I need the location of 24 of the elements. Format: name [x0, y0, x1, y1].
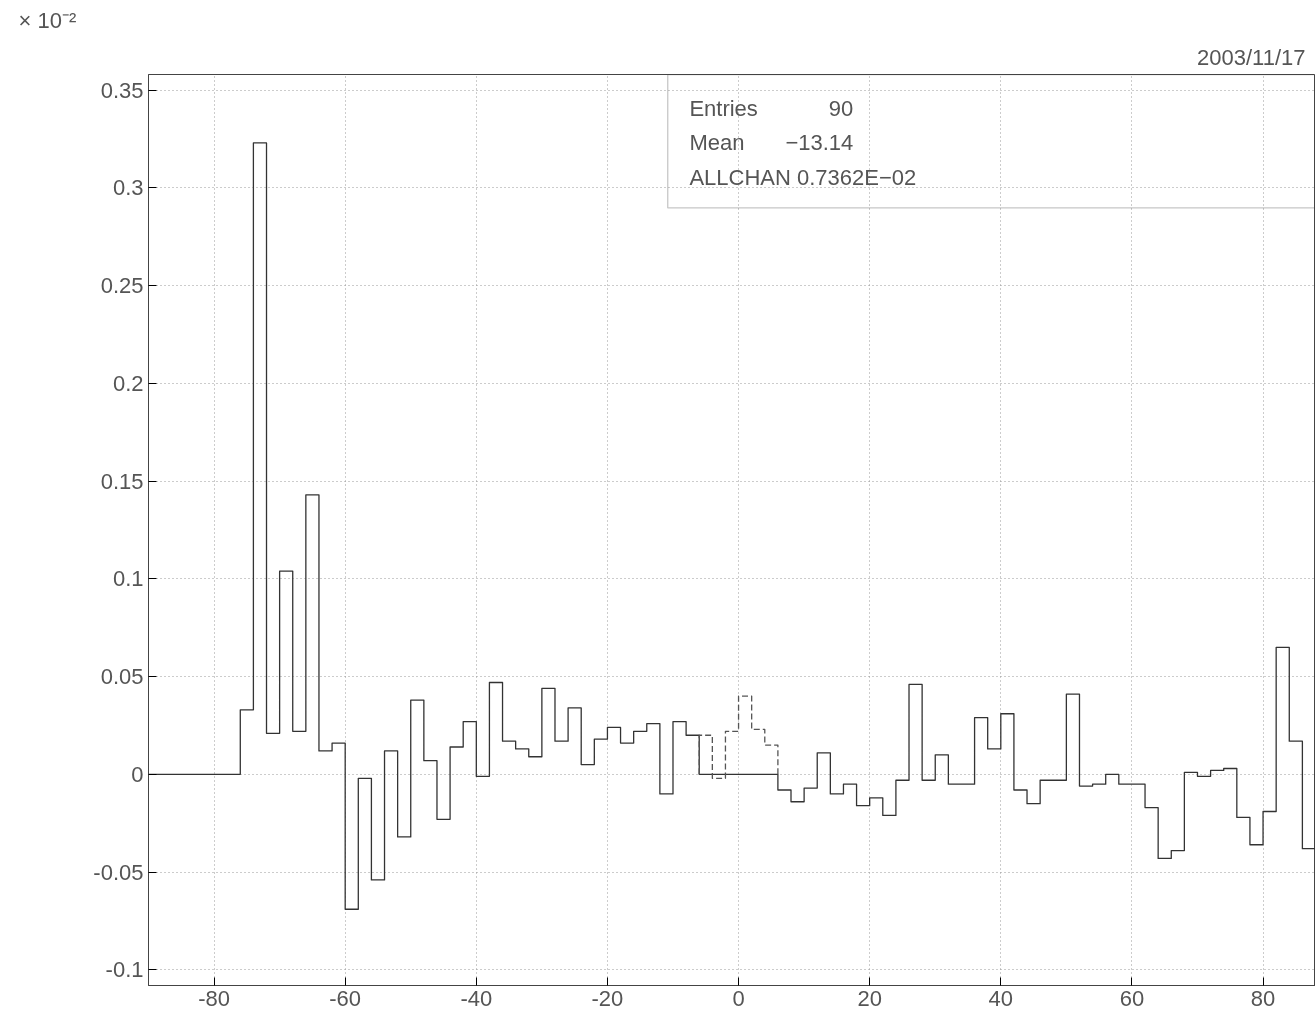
y-tick-label: 0.35	[100, 77, 144, 103]
x-tick-label: 40	[988, 985, 1014, 1011]
y-tick-label: 0.05	[100, 664, 144, 690]
y-axis-title: × 10⁻²	[18, 7, 77, 33]
text: Entries 90	[689, 96, 854, 122]
y-tick-label: 0.3	[112, 175, 144, 201]
y-tick-label: 0.25	[100, 273, 144, 299]
x-tick-label: -40	[460, 985, 493, 1011]
text: Mean −13.14	[689, 130, 854, 156]
y-tick-label: 0	[131, 761, 144, 787]
x-tick-label: 80	[1250, 985, 1276, 1011]
x-tick-label: 20	[857, 985, 882, 1011]
x-tick-label: 60	[1119, 985, 1145, 1011]
x-tick-label: 0	[732, 985, 745, 1011]
y-tick-label: -0.05	[93, 859, 144, 885]
x-tick-label: -80	[198, 985, 230, 1011]
x-tick-label: -60	[329, 985, 362, 1011]
y-tick-label: 0.2	[112, 370, 144, 396]
annotation: ALLCHAN 0.7362E−02	[689, 164, 917, 190]
x-tick-label: -20	[591, 985, 624, 1011]
y-tick-label: -0.1	[105, 957, 144, 983]
y-tick-label: 0.15	[100, 468, 144, 494]
text: 2003/11/17	[1197, 44, 1306, 70]
y-tick-label: 0.1	[112, 566, 144, 592]
